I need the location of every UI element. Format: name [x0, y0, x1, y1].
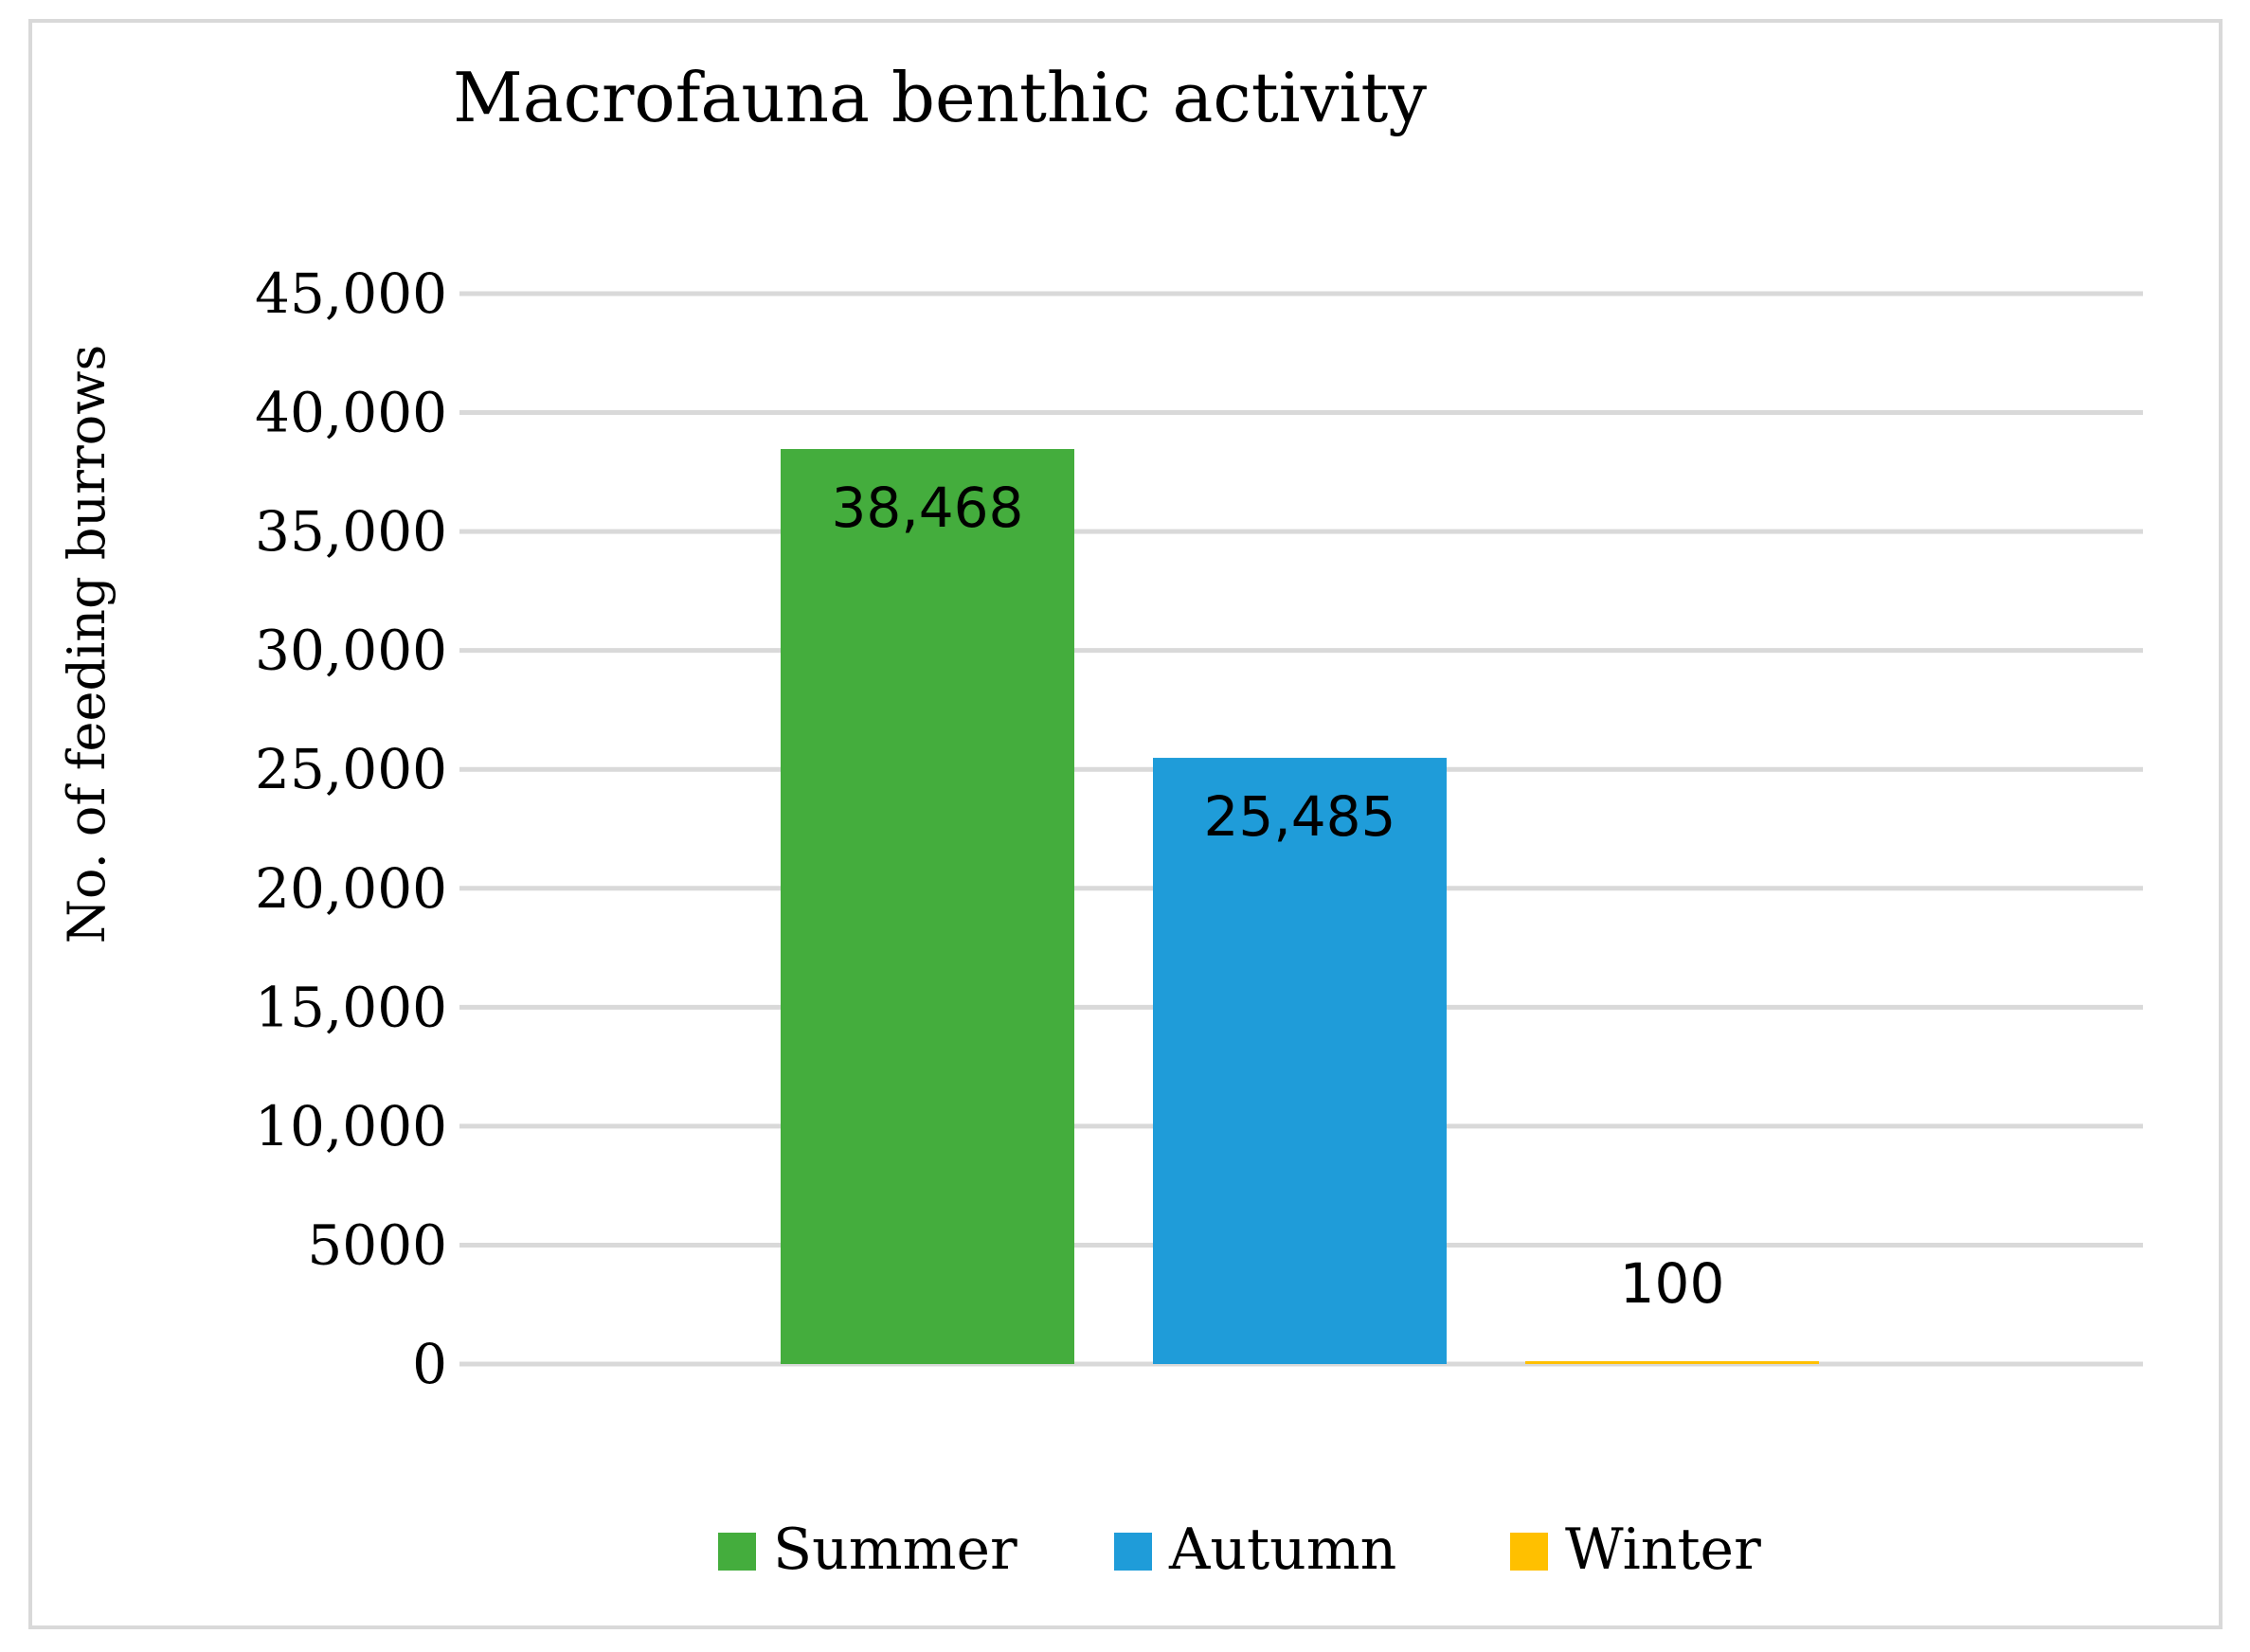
y-tick-label: 5000 — [307, 1212, 447, 1277]
y-tick-label: 40,000 — [255, 381, 447, 445]
y-tick-label: 35,000 — [255, 499, 447, 564]
y-tick-label: 25,000 — [255, 737, 447, 801]
bar-autumn — [1153, 758, 1447, 1364]
legend: Summer Autumn Winter — [718, 1517, 1761, 1583]
data-labels: 38,468 25,485 100 — [832, 476, 1725, 1316]
bars — [781, 449, 1819, 1365]
y-tick-label: 30,000 — [255, 619, 447, 683]
legend-swatch-summer — [718, 1533, 756, 1571]
gridlines — [459, 291, 2143, 1367]
legend-label-summer: Summer — [773, 1517, 1017, 1583]
data-label-winter: 100 — [1620, 1251, 1725, 1316]
chart-title: Macrofauna benthic activity — [453, 58, 1427, 137]
legend-label-autumn: Autumn — [1168, 1517, 1396, 1583]
y-tick-label: 20,000 — [255, 856, 447, 921]
data-label-summer: 38,468 — [832, 476, 1024, 540]
legend-swatch-autumn — [1114, 1533, 1152, 1571]
y-tick-label: 45,000 — [255, 261, 447, 326]
chart-frame — [28, 19, 2223, 1629]
y-axis-ticks: 0 5000 10,000 15,000 20,000 25,000 30,000 35,00… — [255, 261, 447, 1396]
bar-summer — [781, 449, 1074, 1365]
y-tick-label: 0 — [412, 1332, 447, 1396]
data-label-autumn: 25,485 — [1204, 784, 1396, 849]
legend-label-winter: Winter — [1565, 1517, 1761, 1583]
legend-swatch-winter — [1510, 1533, 1548, 1571]
y-tick-label: 15,000 — [255, 975, 447, 1039]
y-tick-label: 10,000 — [255, 1094, 447, 1158]
bar-winter — [1525, 1361, 1819, 1364]
y-axis-label: No. of feeding burrows — [57, 345, 117, 943]
